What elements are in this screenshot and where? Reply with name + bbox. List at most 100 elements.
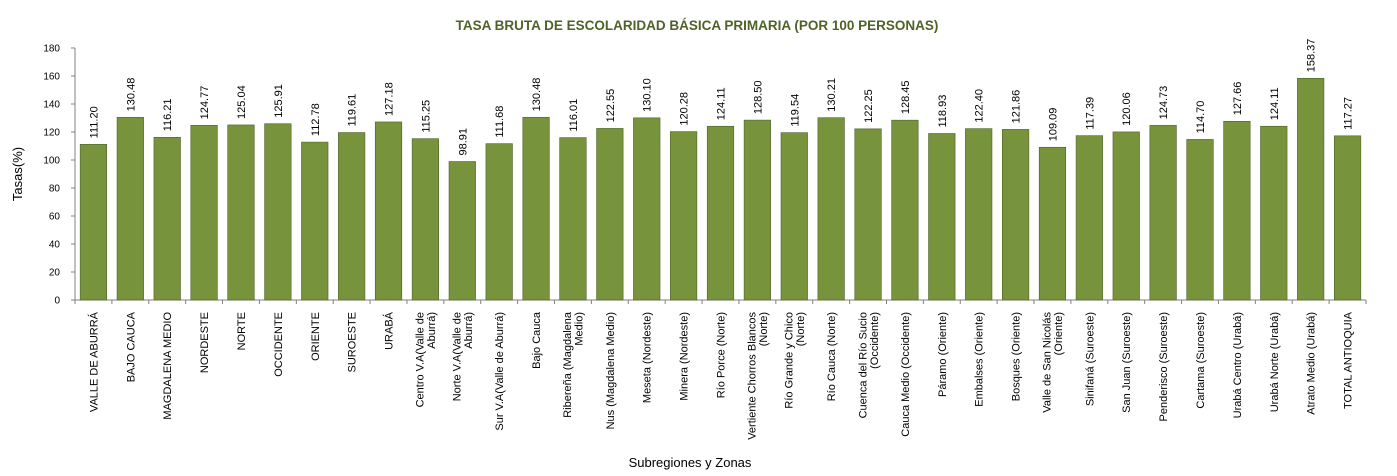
x-tick-label-line: Bajo Cauca: [531, 311, 543, 369]
x-tick-label: ORIENTE: [310, 312, 322, 361]
data-label: 127.66: [1232, 82, 1244, 116]
x-tick-label: Cauca Medio (Occidente): [900, 312, 912, 437]
bar: [1002, 129, 1030, 301]
x-tick-label-line: Valle de San Nicolás: [1042, 312, 1054, 413]
x-tick-label: Atrato Medio (Urabá): [1306, 312, 1318, 415]
x-tick-label-line: BAJO CAUCA: [125, 311, 137, 382]
x-tick-label: Vertiente Chorros Blancos(Norte): [747, 312, 771, 440]
data-label: 112.78: [310, 103, 322, 136]
data-label: 124.77: [199, 86, 211, 120]
x-tick-label-line: Nus (Magdalena Medio): [605, 312, 617, 429]
x-tick-label-line: Sur V.A(Valle de Aburrá): [494, 312, 506, 431]
data-label: 120.28: [679, 92, 691, 126]
bar: [338, 132, 366, 301]
x-tick-label: MAGDALENA MEDIO: [162, 312, 174, 420]
x-tick-label: Embalses (Oriente): [974, 312, 986, 407]
data-label: 124.11: [1269, 87, 1281, 120]
bar: [153, 137, 181, 301]
x-tick-label-line: Sinifaná (Suroeste): [1084, 312, 1096, 406]
y-tick-label: 40: [49, 240, 61, 251]
x-tick-label: Ribereña (MagdalenaMedio): [562, 311, 586, 418]
x-tick-label: NORDESTE: [199, 312, 211, 373]
x-tick-label-line: Vertiente Chorros Blancos: [747, 312, 759, 440]
x-tick-label-line: (Norte): [795, 312, 807, 346]
x-tick-label: VALLE DE ABURRÁ: [87, 311, 100, 412]
bar: [1223, 120, 1251, 301]
x-tick-label-line: Norte V.A(Valle de: [452, 312, 464, 401]
bar: [1260, 125, 1288, 301]
x-tick-label-line: Ribereña (Magdalena: [562, 311, 574, 418]
x-tick-label-line: SUROESTE: [347, 312, 359, 373]
bar: [633, 117, 661, 301]
x-tick-label: BAJO CAUCA: [125, 311, 137, 382]
bar: [854, 128, 882, 301]
x-tick-label: Río Grande y Chico(Norte): [784, 312, 808, 409]
chart-title: TASA BRUTA DE ESCOLARIDAD BÁSICA PRIMARI…: [456, 18, 939, 33]
bar: [928, 133, 956, 301]
data-label: 109.09: [1047, 108, 1059, 142]
bar: [817, 117, 845, 301]
x-tick-label-line: (Occidente): [869, 312, 881, 369]
bar: [411, 138, 439, 301]
data-label: 130.48: [531, 78, 543, 112]
bar: [670, 131, 698, 301]
x-tick-label: Valle de San Nicolás(Oriente): [1042, 312, 1066, 413]
data-label: 128.45: [900, 81, 912, 115]
bar: [1038, 146, 1067, 301]
bar: [1297, 77, 1325, 301]
data-label: 117.39: [1084, 97, 1096, 130]
x-tick-label-line: Penderisco (Suroeste): [1158, 312, 1170, 421]
data-label: 114.70: [1195, 101, 1207, 134]
y-tick-label: 60: [49, 212, 61, 223]
bar: [485, 143, 513, 301]
x-tick-label-line: Medio): [574, 312, 586, 346]
x-tick-label: NORTE: [236, 312, 248, 350]
bar: [79, 144, 108, 301]
y-tick-label: 180: [43, 44, 60, 55]
x-tick-label-line: Centro V.A(Valle de: [415, 312, 427, 407]
x-tick-label-line: Cartama (Suroeste): [1195, 312, 1207, 409]
x-tick-label-line: Minera (Nordeste): [679, 312, 691, 401]
x-tick-label: Río Cauca (Norte): [826, 312, 838, 401]
x-tick-label-line: Urabá Centro (Urabá): [1232, 312, 1244, 418]
x-tick-label: Bajo Cauca: [531, 311, 543, 369]
x-tick-label: Meseta (Nordeste): [642, 312, 654, 403]
bar: [706, 125, 735, 301]
x-tick-label: URABÁ: [383, 311, 396, 350]
bar: [1186, 139, 1214, 301]
plot-area: 0 20 40 60 80 100 120 140 160 180 111.20 VALLE DE A…: [43, 39, 1367, 440]
data-label: 124.11: [716, 87, 728, 120]
x-tick-label: Centro V.A(Valle deAburrá): [415, 312, 439, 407]
x-tick-label-line: Atrato Medio (Urabá): [1306, 312, 1318, 415]
data-label: 120.06: [1121, 92, 1133, 126]
data-label: 130.10: [642, 78, 654, 112]
x-tick-label-line: Río Grande y Chico: [784, 312, 796, 409]
x-tick-label-line: ORIENTE: [310, 312, 322, 361]
bar: [559, 137, 587, 301]
data-label: 122.55: [605, 89, 617, 123]
data-label: 125.04: [236, 85, 248, 119]
data-label: 116.21: [162, 98, 174, 131]
x-tick-label-line: VALLE DE ABURRÁ: [87, 311, 100, 412]
x-tick-label: OCCIDENTE: [273, 312, 285, 377]
data-label: 128.50: [752, 80, 764, 114]
y-tick-label: 0: [54, 296, 60, 307]
x-tick-label: TOTAL ANTIOQUIA: [1343, 311, 1355, 409]
y-tick-label: 20: [49, 268, 61, 279]
x-tick-label-line: Páramo (Oriente): [937, 312, 949, 397]
y-tick-label: 160: [43, 72, 60, 83]
data-label: 119.54: [789, 94, 801, 127]
x-tick-label-line: Aburrá): [426, 312, 438, 349]
data-label: 117.27: [1343, 97, 1355, 130]
bar: [522, 117, 550, 301]
bar: [448, 161, 476, 301]
x-tick-label: Penderisco (Suroeste): [1158, 312, 1170, 421]
bar: [301, 141, 329, 301]
bar: [190, 125, 218, 301]
x-tick-label-line: Río Porce (Norte): [716, 312, 728, 398]
data-label: 116.01: [568, 99, 580, 132]
x-tick-label: Cuenca del Río Sucio(Occidente): [857, 312, 881, 418]
bar: [227, 124, 255, 301]
data-label: 119.61: [347, 94, 359, 127]
